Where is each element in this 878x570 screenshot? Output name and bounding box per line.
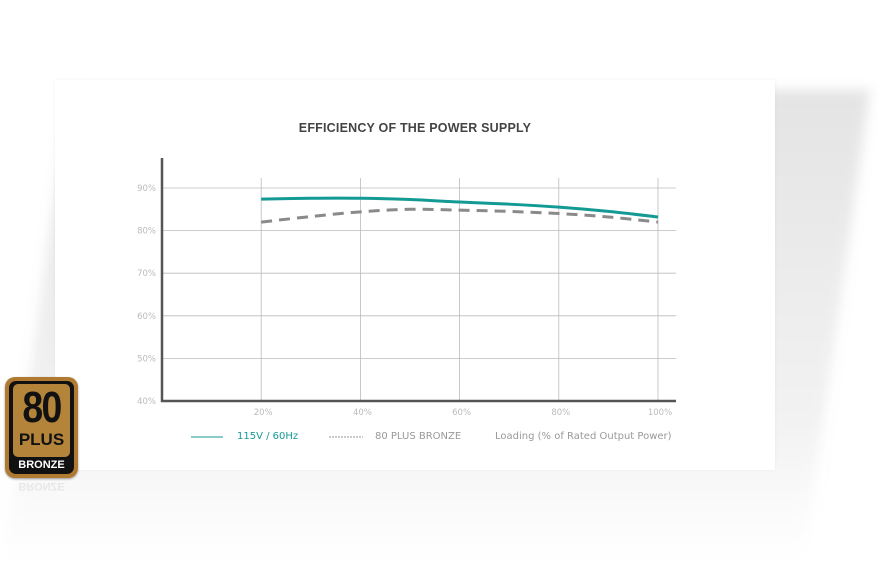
chart-title: EFFICIENCY OF THE POWER SUPPLY [298, 121, 532, 135]
x-tick-label: 20% [254, 408, 273, 418]
y-tick-label: 60% [137, 312, 156, 322]
80-plus-bronze-logo: 80 PLUS BRONZE [5, 377, 78, 478]
series-line-80plus-bronze [261, 207, 659, 224]
legend-115v: 115V / 60Hz [237, 431, 299, 442]
x-tick-label: 60% [452, 408, 471, 418]
x-axis-label: Loading (% of Rated Output Power) [495, 431, 672, 442]
x-tick-label: 80% [551, 408, 570, 418]
chart-card: EFFICIENCY OF THE POWER SUPPLY 90% 80% 70%… [55, 80, 775, 470]
y-tick-label: 90% [137, 184, 156, 194]
logo-reflection: BRONZE [18, 480, 65, 492]
x-tick-label: 40% [353, 408, 372, 418]
y-tick-label: 80% [137, 227, 156, 237]
x-tick-label: 100% [648, 408, 672, 418]
legend-bronze: 80 PLUS BRONZE [375, 431, 462, 442]
chart-plot: 90% 80% 70% 60% 50% 40% 20% 40% 60% 80% 100% [137, 158, 676, 418]
legend-line-bronze [329, 436, 363, 438]
y-tick-label: 50% [137, 354, 156, 364]
y-tick-label: 70% [137, 269, 156, 279]
legend-line-115v [191, 436, 223, 438]
series-line-115v [261, 196, 659, 219]
y-tick-label: 40% [137, 397, 156, 407]
